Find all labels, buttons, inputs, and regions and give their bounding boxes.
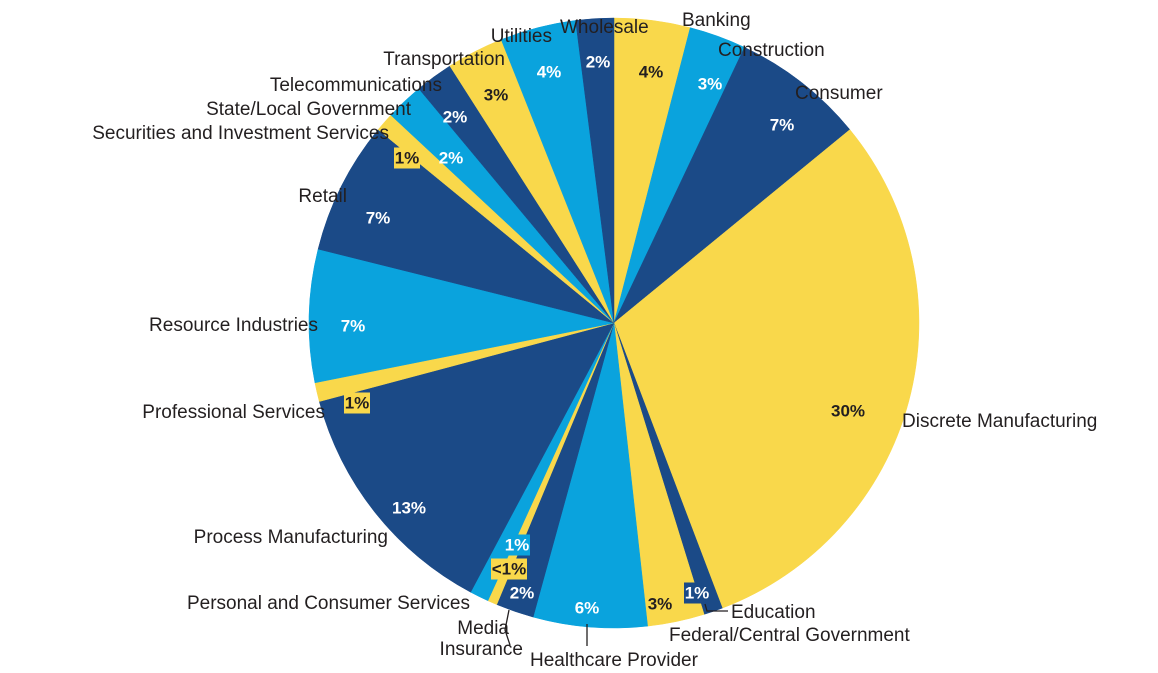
category-label-education: Education bbox=[731, 602, 816, 623]
category-label-insurance: Insurance bbox=[440, 639, 523, 660]
category-label-retail: Retail bbox=[298, 186, 347, 207]
category-label-personal-and-consumer-services: Personal and Consumer Services bbox=[187, 593, 470, 614]
percent-label-insurance: 2% bbox=[510, 584, 535, 603]
percent-label-utilities: 4% bbox=[537, 63, 562, 82]
percent-box-personal-and-consumer-services bbox=[504, 534, 530, 556]
percent-box-professional-services bbox=[344, 392, 370, 414]
pie-slice-resource-industries bbox=[308, 248, 615, 384]
slices-layer bbox=[308, 17, 920, 629]
leader-line-media bbox=[504, 609, 511, 646]
percent-box-media bbox=[491, 558, 527, 580]
percent-label-retail: 7% bbox=[366, 209, 391, 228]
category-label-discrete-manufacturing: Discrete Manufacturing bbox=[902, 411, 1097, 432]
percent-box-insurance bbox=[509, 582, 535, 604]
category-label-federal-central-government: Federal/Central Government bbox=[669, 625, 910, 646]
category-label-banking: Banking bbox=[682, 10, 751, 31]
pie-slice-wholesale bbox=[575, 17, 615, 324]
percent-label-federal-central-government: 3% bbox=[648, 595, 673, 614]
category-label-telecommunications: Telecommunications bbox=[270, 75, 442, 96]
category-label-transportation: Transportation bbox=[383, 49, 505, 70]
category-label-consumer: Consumer bbox=[795, 83, 883, 104]
percent-label-state-local-government: 2% bbox=[439, 149, 464, 168]
category-label-securities-and-investment-services: Securities and Investment Services bbox=[92, 123, 389, 144]
percent-label-healthcare-provider: 6% bbox=[575, 599, 600, 618]
percent-label-transportation: 3% bbox=[484, 86, 509, 105]
percent-label-resource-industries: 7% bbox=[341, 317, 366, 336]
percent-label-professional-services: 1% bbox=[345, 394, 370, 413]
pie-slice-retail bbox=[317, 129, 615, 324]
category-label-media: Media bbox=[457, 618, 509, 639]
percent-label-wholesale: 2% bbox=[586, 53, 611, 72]
pie-slice-consumer bbox=[613, 46, 851, 324]
category-label-process-manufacturing: Process Manufacturing bbox=[194, 527, 388, 548]
category-label-resource-industries: Resource Industries bbox=[149, 315, 318, 336]
category-label-healthcare-provider: Healthcare Provider bbox=[530, 650, 699, 671]
percent-label-banking: 4% bbox=[639, 63, 664, 82]
percent-label-consumer: 7% bbox=[770, 116, 795, 135]
percent-label-process-manufacturing: 13% bbox=[392, 499, 426, 518]
percent-label-education: 1% bbox=[685, 584, 710, 603]
category-labels: Banking Construction Consumer Discrete Manu… bbox=[92, 10, 1097, 671]
pie-slice-process-manufacturing bbox=[318, 322, 615, 593]
percent-box-securities-and-investment-services bbox=[394, 147, 420, 169]
category-label-professional-services: Professional Services bbox=[142, 402, 325, 423]
pie-slice-discrete-manufacturing bbox=[613, 129, 920, 609]
percent-label-discrete-manufacturing: 30% bbox=[831, 402, 865, 421]
category-label-state-local-government: State/Local Government bbox=[206, 99, 412, 120]
category-label-wholesale: Wholesale bbox=[560, 17, 649, 38]
category-label-construction: Construction bbox=[718, 40, 825, 61]
percent-box-education bbox=[684, 582, 710, 604]
percent-label-construction: 3% bbox=[698, 75, 723, 94]
percent-labels: 4% 3% 7% 30% 1% 3% 6% 2% <1% 1% 13% 1% 7% 7% 1% 2% 2% 3% 4… bbox=[341, 53, 865, 618]
leader-line-education bbox=[704, 603, 728, 612]
category-label-utilities: Utilities bbox=[491, 26, 552, 47]
percent-label-telecommunications: 2% bbox=[443, 108, 468, 127]
percent-label-media: <1% bbox=[492, 560, 527, 579]
leader-lines bbox=[504, 603, 728, 646]
percent-label-personal-and-consumer-services: 1% bbox=[505, 536, 530, 555]
percent-label-securities-and-investment-services: 1% bbox=[395, 149, 420, 168]
